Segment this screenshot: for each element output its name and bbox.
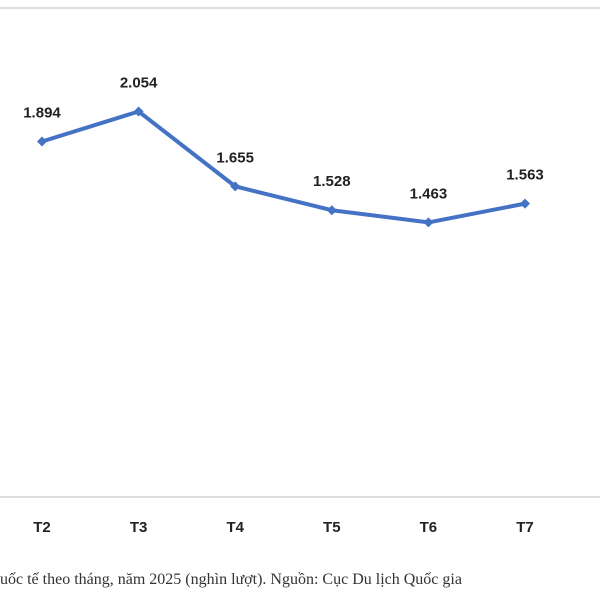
series-line [41,109,526,225]
x-tick-label: T7 [516,519,534,536]
data-label: 1.655 [216,149,254,166]
data-label: 1.528 [313,173,351,190]
point-marker [133,106,144,117]
x-tick-label: T4 [226,519,244,536]
data-label: 1.463 [410,185,448,202]
x-tick-label: T5 [323,519,341,536]
x-tick-label: T3 [130,519,148,536]
caption: uốc tế theo tháng, năm 2025 (nghìn lượt)… [0,571,462,588]
x-tick-label: T6 [420,519,438,536]
data-label: 1.563 [506,167,544,184]
data-label: 1.894 [23,105,61,122]
point-marker [230,181,241,192]
point-marker [37,136,47,147]
x-tick-label: T2 [33,519,51,536]
data-label: 2.054 [120,74,158,91]
point-marker [423,217,434,228]
point-marker [326,205,337,216]
point-marker [520,198,530,209]
